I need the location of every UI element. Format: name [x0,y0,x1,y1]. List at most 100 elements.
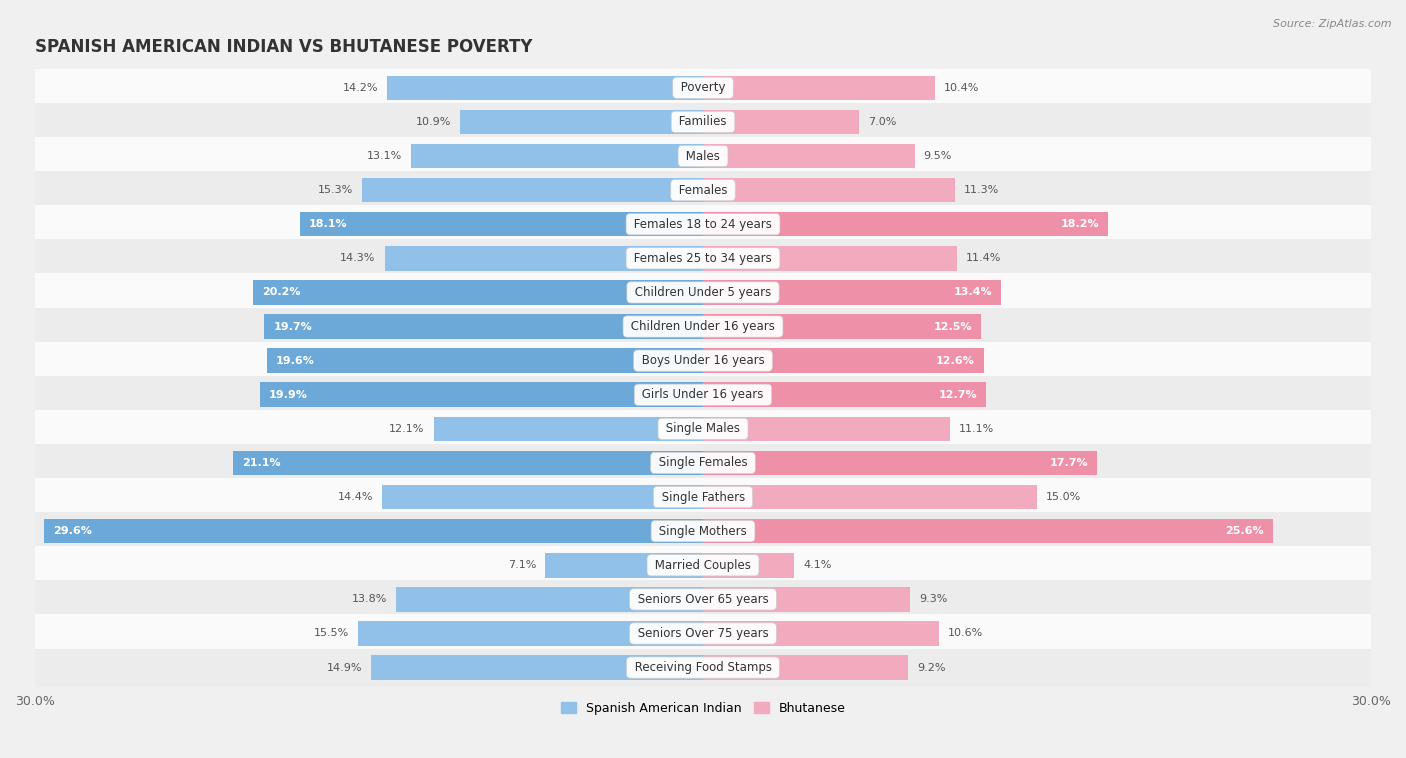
Text: 13.4%: 13.4% [953,287,993,297]
Bar [35,478,1371,516]
Text: Receiving Food Stamps: Receiving Food Stamps [631,661,775,674]
Text: 12.7%: 12.7% [938,390,977,399]
Text: 13.1%: 13.1% [367,151,402,161]
Text: 15.3%: 15.3% [318,185,353,195]
Text: 11.4%: 11.4% [966,253,1001,263]
Bar [35,615,1371,653]
Text: 11.3%: 11.3% [963,185,998,195]
Bar [35,444,1371,482]
Text: Married Couples: Married Couples [651,559,755,572]
Bar [703,519,1272,543]
Text: Single Fathers: Single Fathers [658,490,748,503]
Text: Source: ZipAtlas.com: Source: ZipAtlas.com [1274,19,1392,29]
Legend: Spanish American Indian, Bhutanese: Spanish American Indian, Bhutanese [561,702,845,715]
Bar [44,519,703,543]
Bar [703,178,955,202]
Bar [35,205,1371,243]
Bar [35,103,1371,141]
Text: Females: Females [675,183,731,196]
Text: 12.1%: 12.1% [389,424,425,434]
Text: Poverty: Poverty [676,81,730,94]
Text: Children Under 16 years: Children Under 16 years [627,320,779,333]
Bar [35,240,1371,277]
Text: 10.6%: 10.6% [948,628,983,638]
Bar [233,451,703,475]
Text: 7.0%: 7.0% [868,117,896,127]
Text: Males: Males [682,149,724,162]
Bar [703,110,859,134]
Bar [35,512,1371,550]
Text: 14.2%: 14.2% [343,83,378,92]
Text: 21.1%: 21.1% [242,458,281,468]
Bar [703,349,984,373]
Bar [703,553,794,578]
Bar [395,587,703,612]
Bar [35,376,1371,414]
Bar [253,280,703,305]
Bar [382,485,703,509]
Text: Single Mothers: Single Mothers [655,525,751,537]
Bar [703,280,1001,305]
Text: 19.7%: 19.7% [273,321,312,331]
Bar [35,547,1371,584]
Bar [35,308,1371,346]
Text: 15.0%: 15.0% [1046,492,1081,502]
Bar [35,649,1371,687]
Text: 7.1%: 7.1% [508,560,536,570]
Bar [546,553,703,578]
Text: SPANISH AMERICAN INDIAN VS BHUTANESE POVERTY: SPANISH AMERICAN INDIAN VS BHUTANESE POV… [35,38,533,56]
Bar [363,178,703,202]
Bar [35,137,1371,175]
Text: 13.8%: 13.8% [352,594,387,604]
Bar [35,410,1371,448]
Bar [703,622,939,646]
Bar [703,485,1038,509]
Text: Seniors Over 75 years: Seniors Over 75 years [634,627,772,640]
Text: 17.7%: 17.7% [1050,458,1088,468]
Text: 20.2%: 20.2% [262,287,301,297]
Text: Seniors Over 65 years: Seniors Over 65 years [634,593,772,606]
Text: 11.1%: 11.1% [959,424,994,434]
Bar [371,656,703,680]
Text: Girls Under 16 years: Girls Under 16 years [638,388,768,401]
Bar [703,417,950,441]
Text: Single Females: Single Females [655,456,751,469]
Bar [703,587,910,612]
Text: 14.4%: 14.4% [337,492,374,502]
Text: Children Under 5 years: Children Under 5 years [631,286,775,299]
Text: 9.2%: 9.2% [917,662,945,672]
Bar [267,349,703,373]
Text: Females 25 to 34 years: Females 25 to 34 years [630,252,776,265]
Bar [385,246,703,271]
Bar [299,212,703,236]
Text: 14.9%: 14.9% [326,662,363,672]
Bar [703,383,986,407]
Text: 4.1%: 4.1% [803,560,831,570]
Text: Single Males: Single Males [662,422,744,435]
Text: 9.3%: 9.3% [920,594,948,604]
Text: Boys Under 16 years: Boys Under 16 years [638,354,768,367]
Bar [35,274,1371,312]
Text: 18.1%: 18.1% [309,219,347,229]
Bar [433,417,703,441]
Text: 10.9%: 10.9% [416,117,451,127]
Bar [703,144,914,168]
Text: Families: Families [675,115,731,128]
Bar [264,315,703,339]
Bar [703,212,1108,236]
Bar [703,656,908,680]
Text: 12.6%: 12.6% [936,356,974,365]
Bar [703,315,981,339]
Bar [35,581,1371,619]
Bar [703,451,1097,475]
Text: 12.5%: 12.5% [934,321,973,331]
Text: 19.9%: 19.9% [269,390,308,399]
Bar [35,342,1371,380]
Bar [387,76,703,100]
Text: 18.2%: 18.2% [1060,219,1099,229]
Text: 14.3%: 14.3% [340,253,375,263]
Text: Females 18 to 24 years: Females 18 to 24 years [630,218,776,230]
Text: 9.5%: 9.5% [924,151,952,161]
Text: 10.4%: 10.4% [943,83,979,92]
Bar [703,76,935,100]
